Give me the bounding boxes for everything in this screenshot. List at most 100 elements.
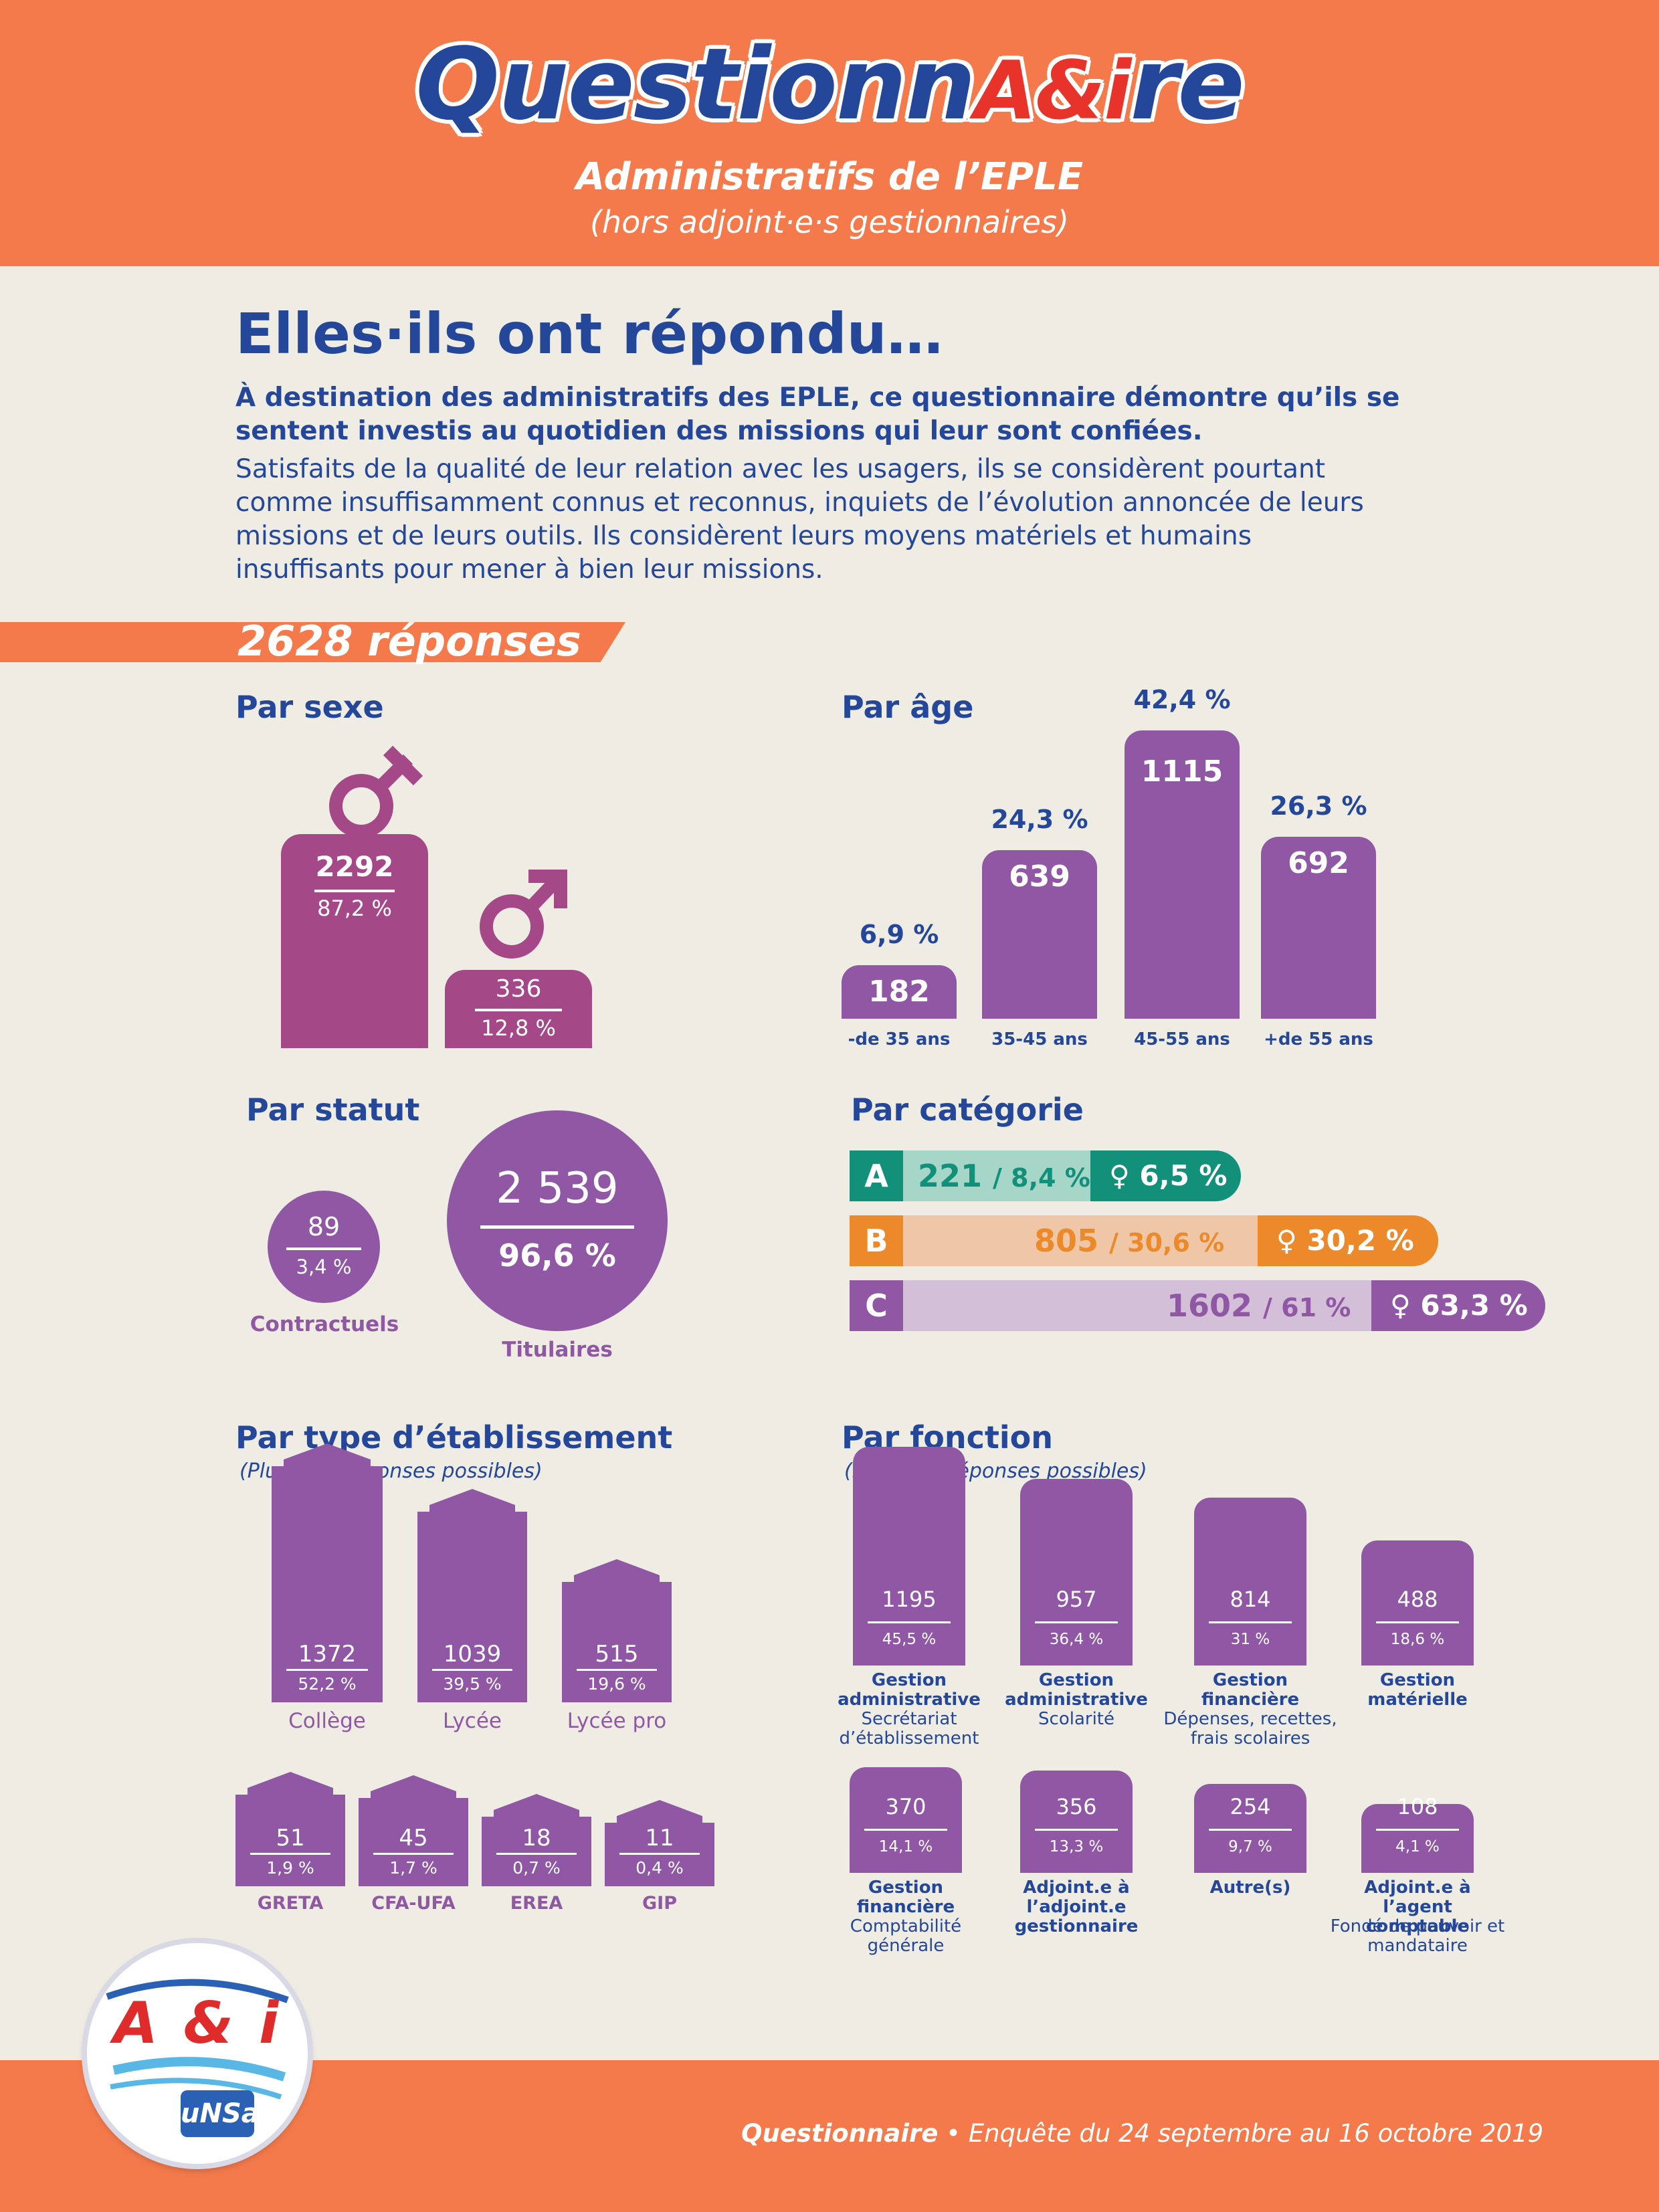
male-icon — [480, 870, 567, 959]
fonction-bar — [853, 1447, 965, 1666]
etablissement-count: 1039 — [443, 1641, 502, 1668]
fonction-pct: 36,4 % — [1049, 1631, 1104, 1648]
etablissement-building — [482, 1794, 591, 1886]
etablissement-title: Par type d’établissement — [235, 1419, 673, 1455]
etablissement-building — [272, 1443, 383, 1702]
header-band — [0, 0, 1659, 266]
category-letter: B — [850, 1215, 903, 1266]
etablissement-pct: 0,4 % — [636, 1858, 684, 1878]
sexe-title: Par sexe — [235, 689, 384, 725]
titulaires-pct: 96,6 % — [498, 1237, 616, 1274]
etablissement-building — [417, 1489, 527, 1702]
age-count: 1115 — [1141, 755, 1224, 789]
woman-icon: ♀ — [1109, 1159, 1130, 1192]
fonction-sublabel: Comptabilité générale — [850, 1916, 962, 1956]
contractuels-pct: 3,4 % — [296, 1255, 352, 1278]
age-label: 35-45 ans — [991, 1029, 1088, 1049]
etablissement-building — [605, 1800, 714, 1886]
age-bar: 639 — [982, 850, 1097, 1019]
fonction-bar — [1194, 1784, 1306, 1873]
titulaires-circle: 2 539 96,6 % — [447, 1110, 668, 1331]
etablissement-label: Lycée — [443, 1709, 502, 1733]
etablissement-label: Lycée pro — [567, 1709, 667, 1733]
age-label: -de 35 ans — [848, 1029, 951, 1049]
logo-ai: A & i — [113, 1990, 282, 2057]
etablissement-count: 1372 — [298, 1641, 357, 1668]
etablissement-label: GRETA — [257, 1893, 324, 1914]
etablissement-pct: 1,9 % — [266, 1858, 314, 1878]
woman-icon: ♀ — [1276, 1224, 1297, 1257]
titulaires-count: 2 539 — [496, 1164, 619, 1213]
age-bar: 182 — [842, 965, 957, 1019]
etablissement-count: 11 — [645, 1825, 674, 1851]
age-bar: 1115 — [1125, 730, 1240, 1019]
female-icon — [329, 745, 423, 838]
etablissement-count: 51 — [276, 1825, 305, 1851]
male-count: 336 — [495, 975, 542, 1003]
fonction-label: Adjoint.e à l’adjoint.e gestionnaire — [1014, 1878, 1139, 1936]
fonction-label: Gestion administrative — [838, 1670, 981, 1710]
etablissement-building — [235, 1772, 345, 1886]
age-pct: 24,3 % — [991, 805, 1088, 834]
union-logo: A & i uNSa — [87, 1943, 308, 2164]
category-women: ♀ 30,2 % — [1258, 1215, 1438, 1266]
fonction-count: 370 — [885, 1794, 926, 1819]
male-bar: 336 12,8 % — [445, 970, 592, 1048]
age-label: 45-55 ans — [1134, 1029, 1230, 1049]
category-letter: A — [850, 1150, 903, 1201]
responses-banner — [0, 622, 625, 662]
fonction-pct: 31 % — [1230, 1631, 1270, 1648]
page-title: QuestionnA&ire — [415, 27, 1245, 142]
intro-lead: À destination des administratifs des EPL… — [235, 383, 1400, 446]
fonction-pct: 14,1 % — [878, 1838, 933, 1855]
etablissement-label: Collège — [288, 1709, 366, 1733]
age-count: 639 — [1009, 860, 1070, 894]
etablissement-pct: 0,7 % — [512, 1858, 561, 1878]
etablissement-label: EREA — [510, 1893, 563, 1914]
etablissement-count: 515 — [595, 1641, 639, 1668]
category-women: ♀ 63,3 % — [1371, 1280, 1545, 1331]
age-pct: 42,4 % — [1133, 685, 1231, 714]
subtitle: Administratifs de l’EPLE — [575, 155, 1084, 199]
fonction-label: Autre(s) — [1209, 1878, 1291, 1898]
category-count: 1602 — [1167, 1288, 1253, 1324]
fonction-count: 356 — [1056, 1794, 1097, 1819]
female-pct: 87,2 % — [317, 896, 392, 921]
etablissement-label: CFA-UFA — [371, 1893, 456, 1914]
etablissement-pct: 19,6 % — [587, 1674, 646, 1694]
responses-count: 2628 réponses — [237, 617, 581, 666]
fonction-bar — [1194, 1498, 1306, 1666]
age-label: +de 55 ans — [1264, 1029, 1373, 1049]
category-count: 805 — [1034, 1223, 1099, 1259]
intro-text: Satisfaits de la qualité de leur relatio… — [235, 454, 1364, 585]
fonction-label: Gestion administrative — [1005, 1670, 1148, 1710]
category-pct: / 30,6 % — [1109, 1228, 1225, 1258]
fonction-pct: 18,6 % — [1390, 1631, 1445, 1648]
fonction-count: 814 — [1230, 1587, 1271, 1612]
etablissement-building — [562, 1559, 672, 1702]
fonction-sublabel: Dépenses, recettes, frais scolaires — [1163, 1709, 1337, 1748]
etablissement-building — [359, 1775, 468, 1886]
category-pct: / 8,4 % — [993, 1163, 1090, 1193]
fonction-bar — [1020, 1479, 1133, 1666]
fonction-label: Gestion financière — [856, 1878, 955, 1917]
fonction-count: 488 — [1397, 1587, 1438, 1612]
etablissement-count: 18 — [522, 1825, 551, 1851]
fonction-sublabel: Secrétariat d’établissement — [839, 1709, 979, 1748]
subtitle-note: (hors adjoint·e·s gestionnaires) — [590, 204, 1069, 240]
logo-swoosh-icon — [106, 1979, 289, 2100]
etablissement-count: 45 — [399, 1825, 428, 1851]
age-count: 182 — [868, 975, 930, 1009]
fonction-pct: 45,5 % — [882, 1631, 937, 1648]
age-count: 692 — [1288, 846, 1349, 880]
etablissement-pct: 52,2 % — [298, 1674, 357, 1694]
category-pct: / 61 % — [1263, 1293, 1351, 1322]
fonction-bar — [1020, 1771, 1133, 1873]
contractuels-circle: 89 3,4 % — [268, 1191, 380, 1303]
intro-title: Elles·ils ont répondu… — [235, 301, 943, 367]
fonction-pct: 4,1 % — [1395, 1838, 1440, 1855]
category-count: 221 — [918, 1158, 983, 1194]
age-pct: 26,3 % — [1270, 791, 1367, 821]
fonction-label: Gestion financière — [1201, 1670, 1300, 1710]
fonction-count: 1195 — [882, 1587, 937, 1612]
